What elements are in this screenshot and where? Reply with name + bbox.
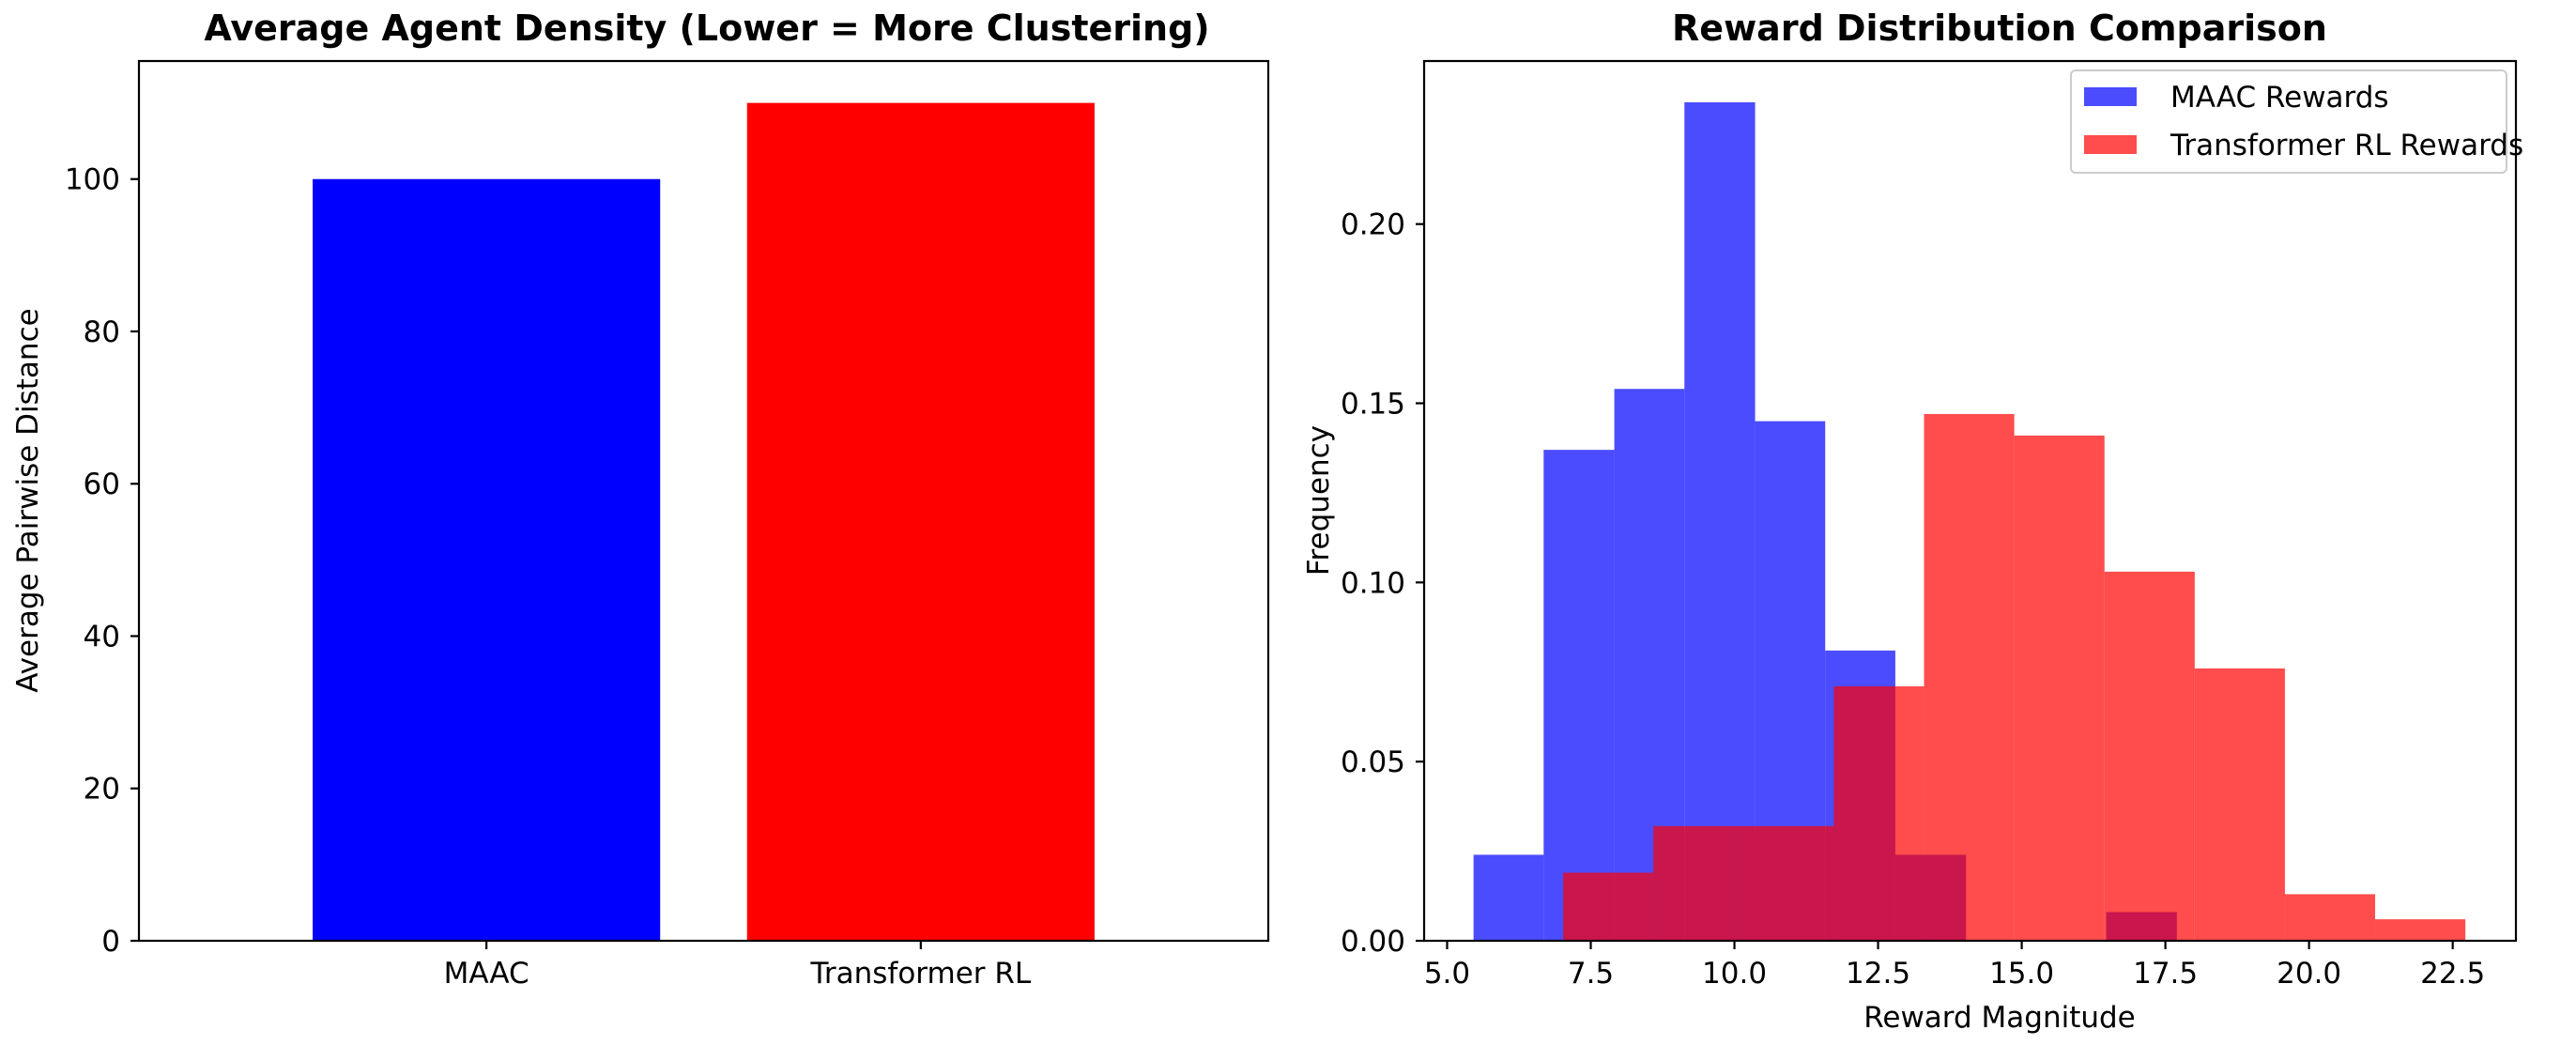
histogram-legend: MAAC Rewards Transformer RL Rewards <box>2070 69 2523 174</box>
hist-bar-maac-rewards <box>1473 854 1544 941</box>
hist-x-tick-label: 22.5 <box>2420 957 2485 991</box>
hist-bar-transformer-rl-rewards <box>2104 571 2195 941</box>
bar-marks <box>313 102 1095 942</box>
hist-bar-transformer-rl-rewards <box>1743 825 1834 941</box>
hist-x-tick-label: 17.5 <box>2133 957 2198 991</box>
density-chart-title: Average Agent Density (Lower = More Clus… <box>204 8 1209 49</box>
hist-bar-transformer-rl-rewards <box>2014 435 2105 941</box>
bar-y-tick-label: 40 <box>84 620 120 653</box>
hist-bar-maac-rewards <box>1684 101 1756 941</box>
hist-x-tick-label: 12.5 <box>1846 957 1910 991</box>
bar-y-ticks: 0 20 40 60 80 100 <box>65 163 139 959</box>
bar-maac <box>313 178 661 942</box>
bar-x-tick-label: Transformer RL <box>810 957 1032 991</box>
legend-swatch-transformer-rl <box>2084 135 2137 154</box>
hist-y-tick-label: 0.10 <box>1341 566 1405 600</box>
hist-x-tick-label: 10.0 <box>1702 957 1767 991</box>
bar-x-tick-label: MAAC <box>444 957 529 991</box>
bar-y-tick-label: 20 <box>84 773 120 807</box>
density-y-axis-label: Average Pairwise Distance <box>11 308 45 692</box>
legend-swatch-maac <box>2084 87 2137 106</box>
hist-y-tick-label: 0.15 <box>1341 387 1405 421</box>
hist-x-tick-label: 20.0 <box>2277 957 2341 991</box>
reward-x-axis-label: Reward Magnitude <box>1863 1001 2136 1035</box>
legend-label-transformer-rl: Transformer RL Rewards <box>2170 129 2523 162</box>
hist-y-tick-label: 0.00 <box>1341 925 1405 959</box>
bar-y-tick-label: 100 <box>65 163 120 197</box>
histogram-x-ticks: 5.0 7.5 10.0 12.5 15.0 17.5 20.0 22.5 <box>1424 941 2485 991</box>
bar-y-tick-label: 0 <box>101 925 120 959</box>
series-transformer-rl-rewards <box>1563 413 2466 941</box>
hist-bar-transformer-rl-rewards <box>2284 894 2376 941</box>
reward-histogram-chart: Reward Distribution Comparison 0.000.050… <box>1302 8 2523 1035</box>
legend-label-maac: MAAC Rewards <box>2170 81 2389 115</box>
bar-transformer-rl <box>746 102 1095 942</box>
density-plot-frame <box>137 59 1270 943</box>
reward-y-axis-label: Frequency <box>1302 425 1336 576</box>
legend-box <box>2070 69 2507 174</box>
hist-y-tick-label: 0.05 <box>1341 745 1405 779</box>
bar-y-tick-label: 80 <box>84 315 120 349</box>
hist-bar-transformer-rl-rewards <box>2194 668 2285 941</box>
hist-y-tick-label: 0.20 <box>1341 208 1405 242</box>
hist-bar-transformer-rl-rewards <box>1563 872 1654 941</box>
hist-x-tick-label: 5.0 <box>1424 957 1470 991</box>
reward-plot-frame <box>1422 59 2518 943</box>
hist-bar-maac-rewards <box>1543 450 1615 941</box>
hist-x-tick-label: 7.5 <box>1568 957 1614 991</box>
hist-x-tick-label: 15.0 <box>1989 957 2054 991</box>
density-bar-chart: Average Agent Density (Lower = More Clus… <box>11 8 1270 991</box>
histogram-marks <box>1473 101 2466 942</box>
hist-bar-transformer-rl-rewards <box>1924 413 2015 941</box>
reward-chart-title: Reward Distribution Comparison <box>1672 8 2327 49</box>
hist-bar-transformer-rl-rewards <box>1653 825 1744 941</box>
bar-y-tick-label: 60 <box>84 468 120 501</box>
hist-bar-transformer-rl-rewards <box>2375 919 2466 941</box>
histogram-y-ticks: 0.00 0.05 0.10 0.15 0.20 <box>1341 208 1424 959</box>
hist-bar-transformer-rl-rewards <box>1833 686 1924 941</box>
bar-x-ticks: MAAC Transformer RL <box>444 941 1032 991</box>
